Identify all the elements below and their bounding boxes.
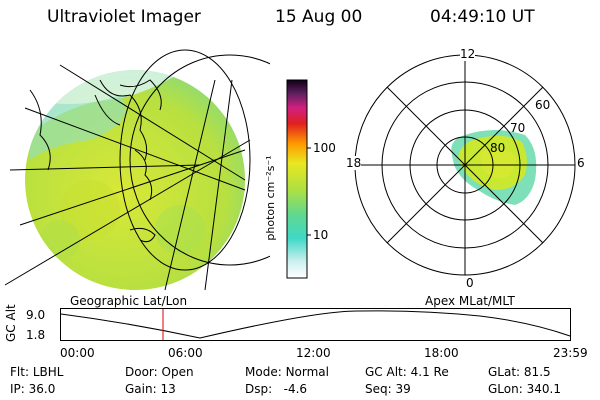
info-seq: Seq: 39 — [365, 382, 411, 396]
info-door: Door: Open — [125, 365, 194, 379]
altitude-axis-label: GC Alt — [4, 304, 18, 342]
intensity-colorbar: photon cm⁻²s⁻¹ — [264, 79, 311, 279]
mlt-label-0: 0 — [466, 276, 474, 290]
coastline-lines — [29, 79, 162, 243]
info-gain: Gain: 13 — [125, 382, 176, 396]
instrument-title: Ultraviolet Imager — [47, 7, 201, 27]
mlt-label-12: 12 — [460, 47, 476, 61]
time-tick-2359: 23:59 — [553, 346, 588, 360]
time-tick-0600: 06:00 — [168, 346, 203, 360]
geographic-panel-label: Geographic Lat/Lon — [70, 294, 188, 308]
apex-panel-label: Apex MLat/MLT — [425, 294, 515, 308]
mlt-label-6: 6 — [577, 156, 585, 170]
altitude-timeline-plot — [60, 308, 571, 341]
time-label: 04:49:10 UT — [430, 7, 535, 27]
time-tick-0000: 00:00 — [60, 346, 95, 360]
colorbar-tick-10: 10 — [313, 228, 329, 242]
geographic-globe-image — [4, 49, 270, 291]
polar-mlat-mlt-plot — [354, 54, 576, 276]
mlt-label-18: 18 — [346, 156, 362, 170]
info-ip: IP: 36.0 — [10, 382, 56, 396]
date-label: 15 Aug 00 — [275, 7, 363, 27]
altitude-tick-1-8: 1.8 — [26, 328, 46, 342]
colorbar-unit-label: photon cm⁻²s⁻¹ — [264, 155, 277, 240]
mlat-label-60: 60 — [535, 98, 551, 112]
info-flt: Flt: LBHL — [10, 365, 64, 379]
mlat-label-70: 70 — [510, 121, 526, 135]
info-dsp: Dsp: -4.6 — [245, 382, 308, 396]
time-tick-1800: 18:00 — [424, 346, 459, 360]
time-tick-1200: 12:00 — [296, 346, 331, 360]
info-gc-alt: GC Alt: 4.1 Re — [365, 365, 449, 379]
info-mode: Mode: Normal — [245, 365, 329, 379]
info-glon: GLon: 340.1 — [488, 382, 561, 396]
lat-lon-grid — [4, 49, 270, 291]
altitude-tick-9: 9.0 — [26, 308, 46, 322]
info-glat: GLat: 81.5 — [488, 365, 551, 379]
mlat-label-80: 80 — [490, 141, 506, 155]
colorbar-tick-100: 100 — [313, 141, 336, 155]
